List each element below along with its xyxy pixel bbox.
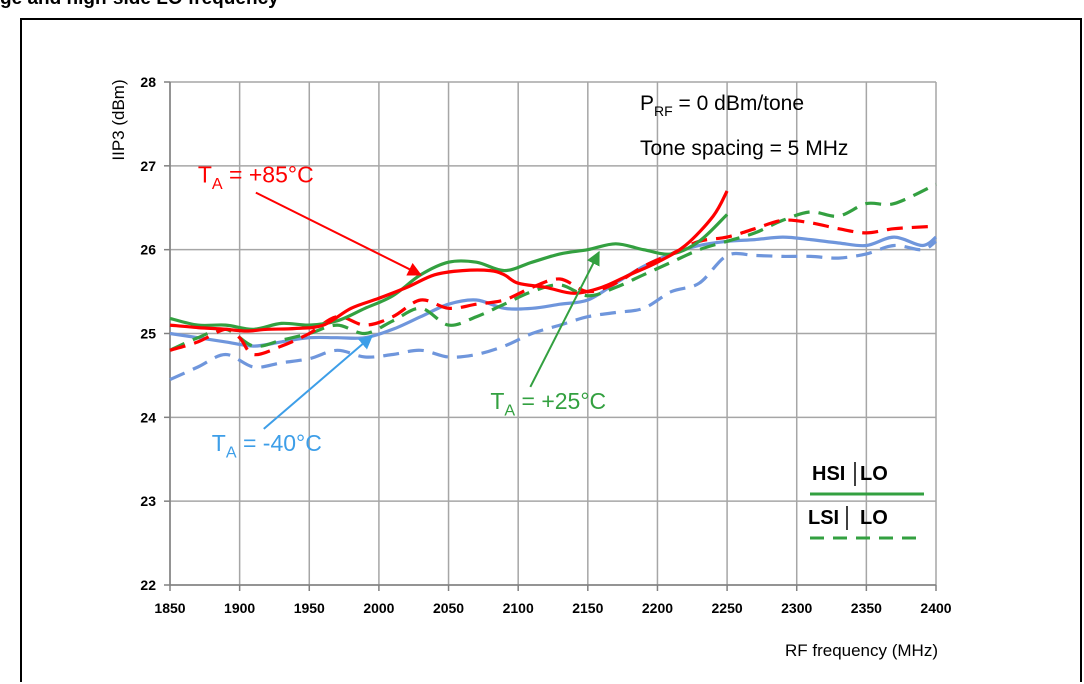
figure-frame [20,18,1082,682]
series-line-minus40C-lsi [169,239,937,382]
x-tick-label: 2050 [433,600,464,616]
x-tick-label: 2400 [920,600,951,616]
temperature-label-1: TA = +25°C [490,388,606,419]
condition-prf-label: PRF = 0 dBm/tone [640,92,804,119]
y-tick-label: 25 [140,326,156,342]
annotations: PRF = 0 dBm/tone Tone spacing = 5 MHz RF… [109,79,938,660]
legend-entry-hsi-label: HSI [812,463,845,485]
x-tick-label: 2200 [642,600,673,616]
temperature-label-2: TA = -40°C [212,430,322,461]
x-tick-label: 2250 [712,600,743,616]
y-tick-label: 24 [140,409,156,425]
series-line-plus25C-hsi [169,213,729,331]
y-tick-label: 22 [140,577,156,593]
y-tick-label: 26 [140,242,156,258]
series-line-plus25C-lsi [169,182,937,352]
series-line-plus85C-hsi [169,190,729,333]
series-line-minus40C-hsi [169,235,937,348]
temperature-label-0: TA = +85°C [198,162,314,193]
x-tick-label: 2150 [572,600,603,616]
x-axis-label: RF frequency (MHz) [785,641,938,660]
x-tick-label: 2100 [503,600,534,616]
temperature-arrow-2 [263,335,374,430]
x-tick-label: 1850 [154,600,185,616]
y-tick-label: 23 [140,493,156,509]
legend-entry-hsi-lo: LO [860,463,888,485]
temperature-arrow-0 [255,191,422,276]
axes: 1850 1900 1950 2000 2050 2100 2150 2200 2250 2300… [140,74,951,616]
figure-heading-fragment: ge and high-side LO frequency [0,0,1084,18]
y-tick-label: 27 [140,158,156,174]
y-tick-label: 28 [140,74,156,90]
x-tick-label: 1900 [224,600,255,616]
x-tick-label: 2300 [781,600,812,616]
legend-entry-lsi-lo: LO [860,507,888,529]
series-line-plus85C-lsi [169,218,937,357]
y-axis-label: IIP3 (dBm) [109,79,128,160]
legend: HSI LO LSI LO [808,462,924,540]
temperature-arrow-1 [529,250,600,388]
condition-tone-spacing-label: Tone spacing = 5 MHz [640,137,848,160]
series-group [169,182,937,382]
x-tick-label: 2000 [363,600,394,616]
x-tick-label: 2350 [851,600,882,616]
legend-entry-lsi-label: LSI [808,507,839,529]
x-tick-label: 1950 [294,600,325,616]
